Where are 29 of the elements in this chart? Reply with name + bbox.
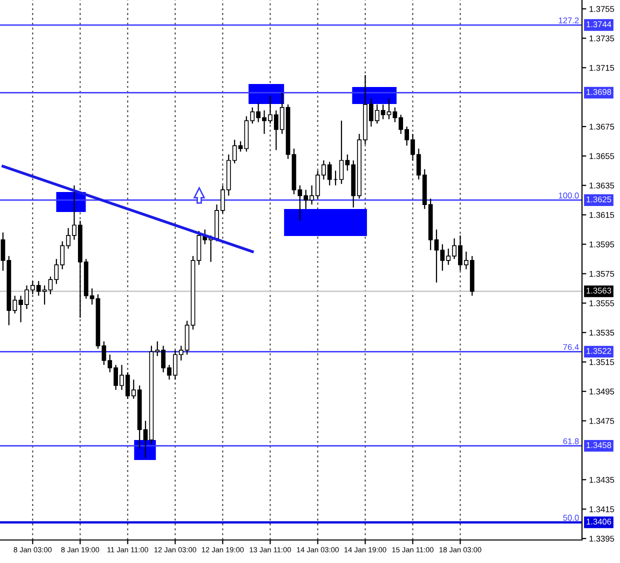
ref-line-label: 1.3458	[586, 442, 612, 448]
y-tick-label: 1.3575	[590, 270, 614, 277]
y-tick-label: 1.3595	[590, 241, 614, 248]
ref-line-label: 1.3625	[586, 196, 612, 202]
y-tick-label: 1.3435	[590, 476, 614, 483]
annotation: 100.0	[558, 192, 579, 198]
ref-line-label: 1.3522	[586, 348, 612, 354]
y-tick-label: 1.3675	[590, 124, 614, 130]
ref-line-label: 1.3406	[586, 518, 612, 525]
annotation: 50.0	[563, 514, 579, 521]
y-tick-label: 1.3475	[590, 418, 614, 424]
y-tick-label: 1.3515	[590, 359, 614, 366]
y-tick-label: 1.3655	[590, 153, 614, 160]
y-tick-label: 1.3615	[590, 212, 614, 218]
y-tick-label: 1.3715	[590, 64, 614, 71]
annotation: 61.8	[563, 438, 579, 444]
annotation: 127.2	[558, 17, 579, 24]
annotation: 76.4	[563, 344, 579, 350]
y-tick-label: 1.3415	[590, 506, 614, 512]
y-tick-label: 1.3635	[590, 182, 614, 188]
y-tick-label: 1.3755	[590, 6, 614, 12]
y-tick-label: 1.3735	[590, 35, 614, 42]
y-tick-label: 1.3555	[590, 300, 614, 306]
y-tick-label: 1.3395	[590, 536, 614, 542]
ref-line-label: 1.3563	[586, 288, 612, 294]
y-tick-label: 1.3495	[590, 388, 614, 394]
y-tick-label: 1.3535	[590, 330, 614, 336]
ref-line-label: 1.3744	[586, 21, 612, 28]
ref-line-label: 1.3698	[586, 89, 612, 95]
